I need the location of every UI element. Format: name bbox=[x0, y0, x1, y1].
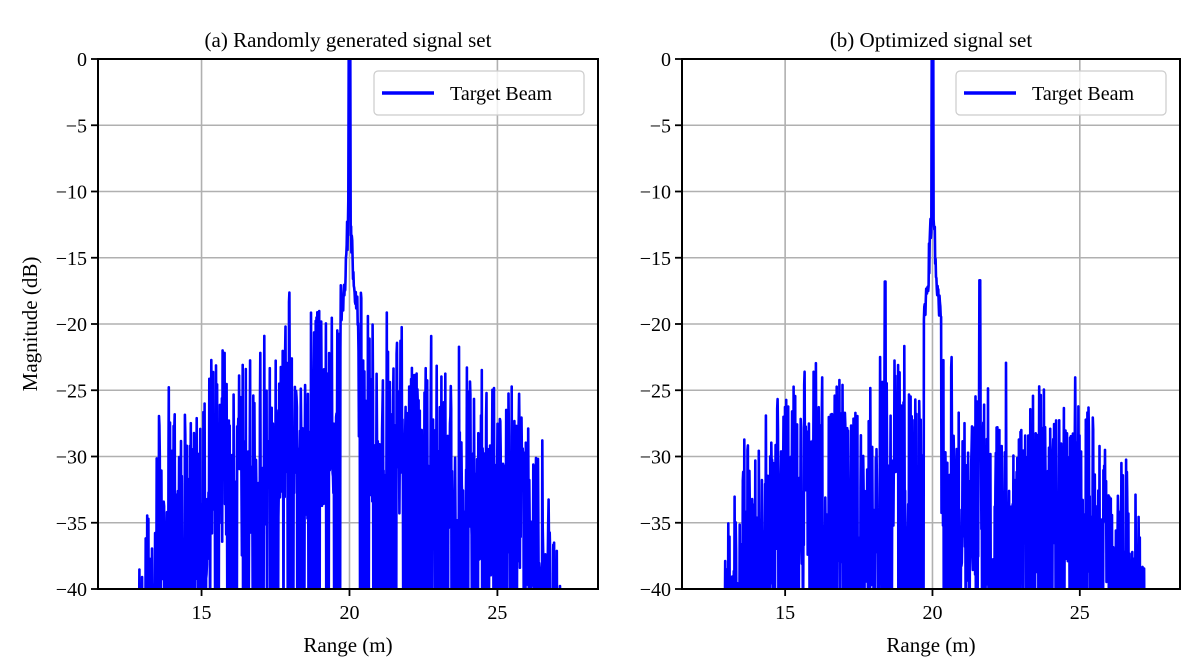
legend-box-b bbox=[955, 70, 1167, 116]
legend-label-b: Target Beam bbox=[1032, 83, 1135, 105]
y-tick-label: −5 bbox=[650, 115, 671, 137]
x-tick-label: 20 bbox=[922, 602, 942, 624]
panel-b: (b) Optimized signal set 0 −5 −10 −15 −20 −25… bbox=[640, 28, 1181, 657]
y-tick-label: −20 bbox=[56, 314, 87, 336]
x-tick-label: 25 bbox=[1070, 602, 1090, 624]
x-tick-label: 20 bbox=[339, 602, 359, 624]
y-axis-ticks-a: 0 −5 −10 −15 −20 −25 −30 −35 −40 bbox=[56, 49, 98, 601]
panel-a: (a) Randomly generated signal set 0 −5 −10… bbox=[18, 28, 599, 657]
y-tick-label: −30 bbox=[640, 447, 671, 469]
x-axis-label-a: Range (m) bbox=[303, 633, 392, 657]
y-tick-label: −40 bbox=[640, 579, 671, 601]
legend-box-a bbox=[373, 70, 585, 116]
y-tick-label: 0 bbox=[661, 49, 671, 71]
plot-title-a: (a) Randomly generated signal set bbox=[205, 28, 492, 52]
legend-a: Target Beam bbox=[373, 70, 585, 116]
y-tick-label: 0 bbox=[77, 49, 87, 71]
y-tick-label: −15 bbox=[56, 248, 87, 270]
plot-title-b: (b) Optimized signal set bbox=[830, 28, 1033, 52]
y-tick-label: −25 bbox=[56, 380, 87, 402]
x-tick-label: 25 bbox=[487, 602, 507, 624]
y-tick-label: −35 bbox=[640, 513, 671, 535]
series-target-beam-b bbox=[721, 59, 1146, 589]
y-tick-label: −30 bbox=[56, 447, 87, 469]
y-tick-label: −25 bbox=[640, 380, 671, 402]
y-tick-label: −35 bbox=[56, 513, 87, 535]
x-axis-ticks-a: 15 20 25 bbox=[192, 589, 507, 624]
x-tick-label: 15 bbox=[192, 602, 212, 624]
x-axis-label-b: Range (m) bbox=[886, 633, 975, 657]
series-line bbox=[721, 59, 1146, 589]
x-axis-ticks-b: 15 20 25 bbox=[775, 589, 1090, 624]
y-tick-label: −5 bbox=[66, 115, 87, 137]
y-tick-label: −10 bbox=[56, 182, 87, 204]
x-tick-label: 15 bbox=[775, 602, 795, 624]
y-axis-label: Magnitude (dB) bbox=[18, 257, 42, 392]
y-axis-ticks-b: 0 −5 −10 −15 −20 −25 −30 −35 −40 bbox=[640, 49, 682, 601]
legend-b: Target Beam bbox=[955, 70, 1167, 116]
y-tick-label: −20 bbox=[640, 314, 671, 336]
y-tick-label: −10 bbox=[640, 182, 671, 204]
legend-label-a: Target Beam bbox=[450, 83, 553, 105]
y-tick-label: −15 bbox=[640, 248, 671, 270]
y-tick-label: −40 bbox=[56, 579, 87, 601]
